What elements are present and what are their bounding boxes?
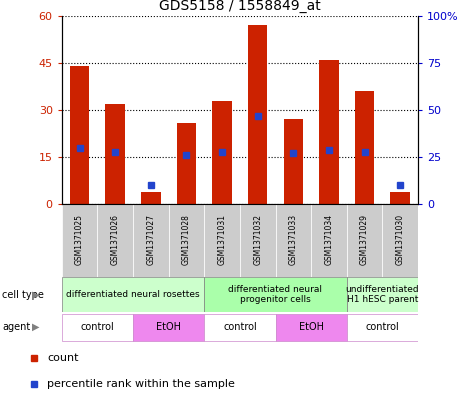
Bar xyxy=(382,204,418,277)
Bar xyxy=(62,277,204,312)
Text: GSM1371033: GSM1371033 xyxy=(289,214,298,265)
Bar xyxy=(284,119,303,204)
Bar xyxy=(204,314,276,341)
Bar xyxy=(276,314,347,341)
Title: GDS5158 / 1558849_at: GDS5158 / 1558849_at xyxy=(159,0,321,13)
Bar xyxy=(319,60,339,204)
Text: control: control xyxy=(223,322,257,332)
Bar xyxy=(70,66,89,204)
Bar xyxy=(347,204,382,277)
Bar xyxy=(133,204,169,277)
Text: percentile rank within the sample: percentile rank within the sample xyxy=(48,378,235,389)
Text: control: control xyxy=(80,322,114,332)
Bar xyxy=(62,314,133,341)
Bar xyxy=(204,277,347,312)
Bar xyxy=(212,101,232,204)
Text: EtOH: EtOH xyxy=(156,322,181,332)
Text: ▶: ▶ xyxy=(32,290,40,300)
Text: control: control xyxy=(365,322,399,332)
Bar xyxy=(105,104,125,204)
Bar xyxy=(169,204,204,277)
Text: GSM1371030: GSM1371030 xyxy=(396,214,405,265)
Text: GSM1371025: GSM1371025 xyxy=(75,214,84,265)
Text: GSM1371031: GSM1371031 xyxy=(218,214,227,265)
Bar xyxy=(177,123,196,204)
Text: GSM1371026: GSM1371026 xyxy=(111,214,120,265)
Bar xyxy=(347,277,418,312)
Bar xyxy=(133,314,204,341)
Bar xyxy=(311,204,347,277)
Text: GSM1371028: GSM1371028 xyxy=(182,214,191,265)
Text: EtOH: EtOH xyxy=(299,322,323,332)
Text: undifferentiated
H1 hESC parent: undifferentiated H1 hESC parent xyxy=(346,285,419,305)
Text: differentiated neural rosettes: differentiated neural rosettes xyxy=(66,290,200,299)
Text: GSM1371029: GSM1371029 xyxy=(360,214,369,265)
Bar xyxy=(248,25,267,204)
Text: count: count xyxy=(48,353,79,363)
Text: GSM1371032: GSM1371032 xyxy=(253,214,262,265)
Bar xyxy=(204,204,240,277)
Text: GSM1371034: GSM1371034 xyxy=(324,214,333,265)
Bar xyxy=(390,192,410,204)
Text: cell type: cell type xyxy=(2,290,44,300)
Text: differentiated neural
progenitor cells: differentiated neural progenitor cells xyxy=(228,285,323,305)
Bar xyxy=(240,204,276,277)
Text: GSM1371027: GSM1371027 xyxy=(146,214,155,265)
Bar xyxy=(355,91,374,204)
Bar xyxy=(62,204,97,277)
Bar xyxy=(276,204,311,277)
Bar xyxy=(347,314,418,341)
Text: ▶: ▶ xyxy=(32,322,40,332)
Bar xyxy=(97,204,133,277)
Bar xyxy=(141,192,161,204)
Text: agent: agent xyxy=(2,322,30,332)
